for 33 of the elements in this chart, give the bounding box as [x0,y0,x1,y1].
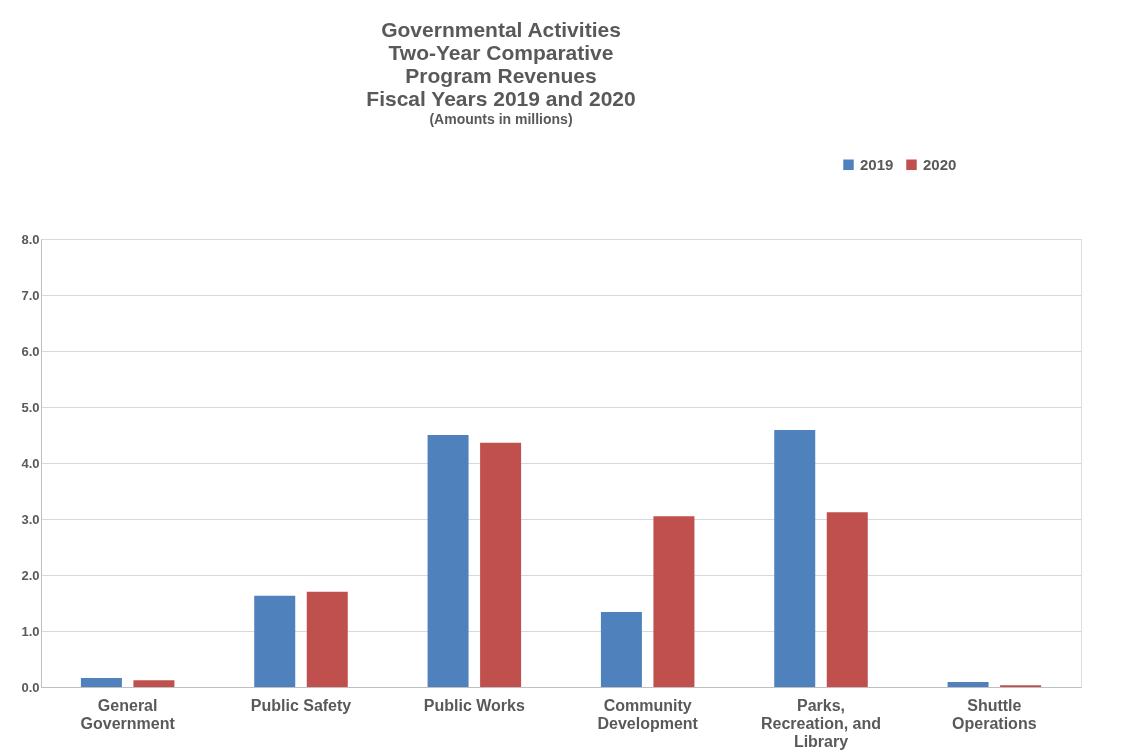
text: Program Revenues [405,64,597,87]
chart-subtitle: (Amounts in millions) [429,111,573,127]
bar [600,611,642,687]
x-tick-label: Parks, Recreation, and Library [760,696,882,750]
bar [774,429,816,687]
y-tick-label: 0.0 [21,679,40,695]
y-tick-label: 6.0 [21,343,40,359]
y-tick-label: 2.0 [21,567,40,583]
x-tick-label: Community Development [597,696,699,732]
y-tick-label: 3.0 [21,511,40,527]
bar [306,591,348,687]
x-tick-label: General Government [80,696,176,732]
x-tick-label: Public Safety [250,696,352,714]
y-tick-label: 7.0 [21,287,40,303]
bar [427,435,469,687]
bar [80,678,122,687]
bar [947,681,989,687]
bar [254,595,296,687]
y-tick-label: 4.0 [21,455,40,471]
x-tick-label: Public Works [423,696,525,714]
bar [133,680,175,687]
y-tick-label: 5.0 [21,399,40,415]
text: Two-Year Comparative [388,41,614,64]
x-tick-label: Shuttle Operations [952,696,1037,732]
y-tick-label: 1.0 [21,623,40,639]
text: Governmental Activities [381,18,621,41]
legend-label: 2020 [923,155,957,173]
legend-label: 2019 [860,155,894,173]
bar [653,516,695,687]
text: Fiscal Years 2019 and 2020 [366,87,636,110]
y-tick-label: 8.0 [21,231,40,247]
bar [826,512,868,687]
bar [480,442,522,687]
